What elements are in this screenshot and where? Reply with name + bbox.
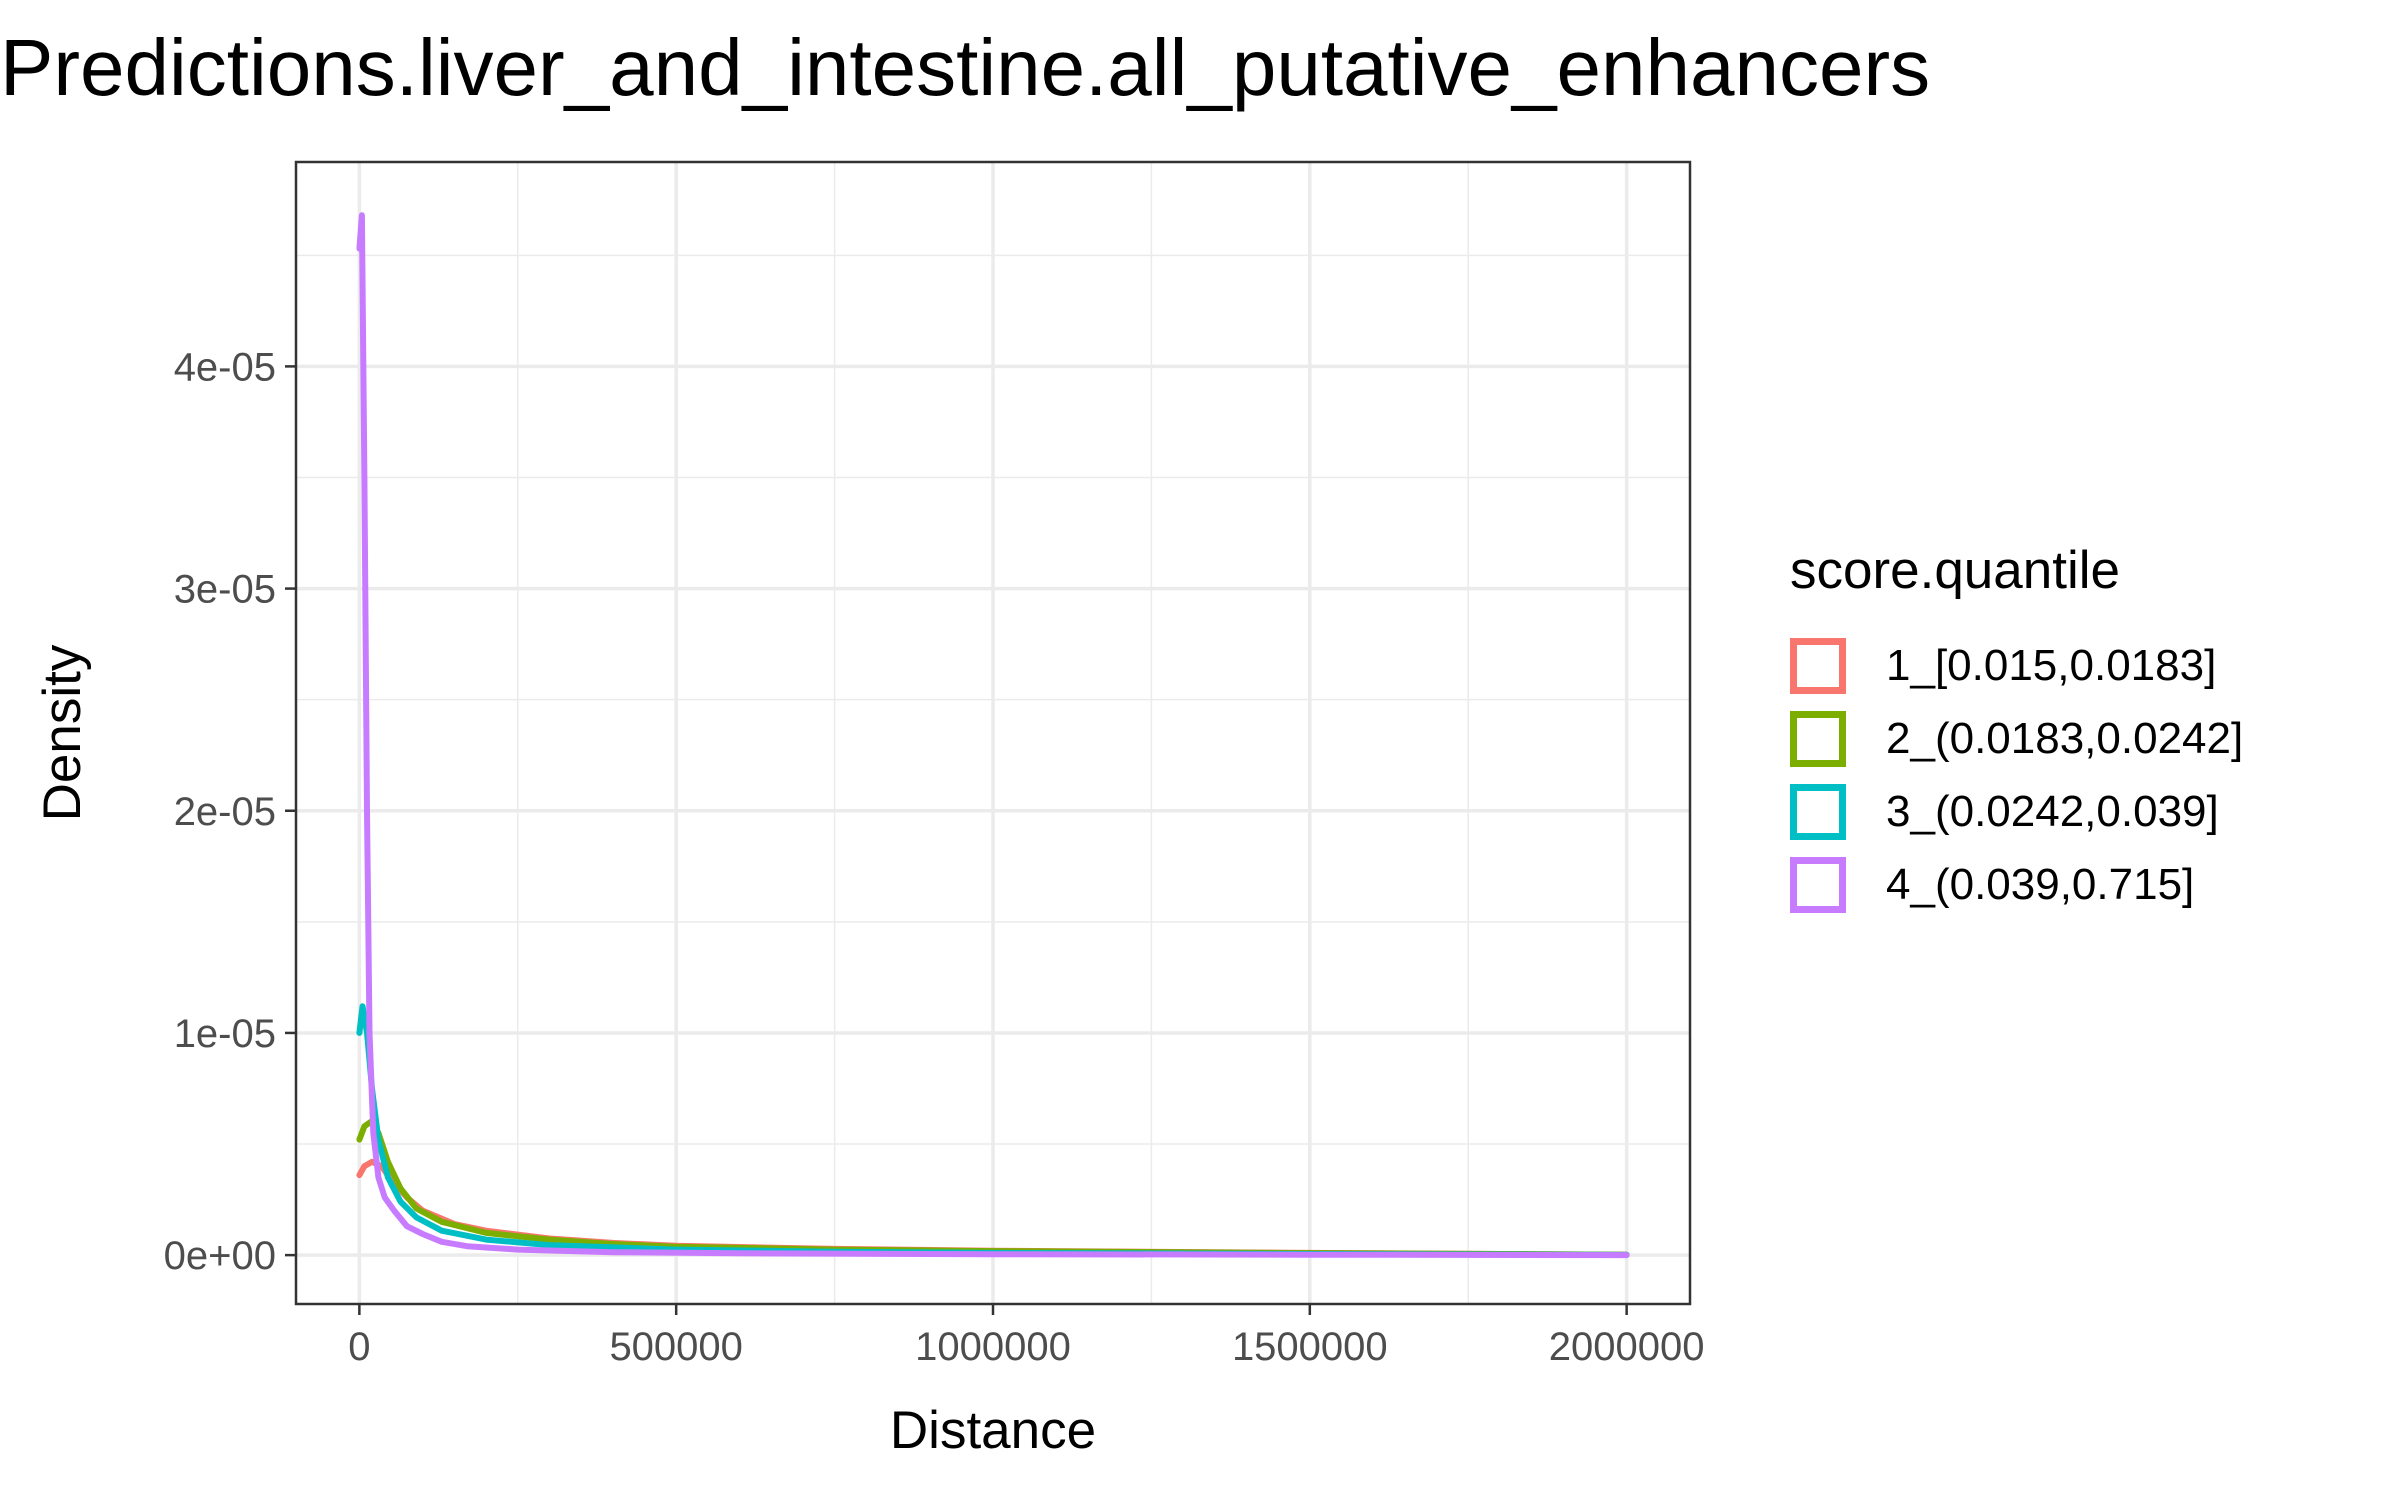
series-line-4 bbox=[356, 212, 1630, 1259]
legend-title: score.quantile bbox=[1790, 541, 2120, 600]
legend-label: 3_(0.0242,0.039] bbox=[1886, 786, 2219, 836]
legend: score.quantile 1_[0.015,0.0183] 2_(0.0183… bbox=[1790, 540, 2243, 921]
y-tick-label: 2e-05 bbox=[174, 790, 276, 834]
legend-key-swatch bbox=[1790, 783, 1846, 840]
legend-item-3: 3_(0.0242,0.039] bbox=[1790, 775, 2243, 848]
x-tick-label: 1000000 bbox=[915, 1325, 1071, 1369]
y-tick-label: 0e+00 bbox=[164, 1234, 276, 1278]
legend-label: 2_(0.0183,0.0242] bbox=[1886, 713, 2244, 763]
legend-item-1: 1_[0.015,0.0183] bbox=[1790, 629, 2243, 702]
major-gridlines bbox=[296, 162, 1690, 1304]
x-axis-title: Distance bbox=[890, 1401, 1096, 1460]
legend-item-4: 4_(0.039,0.715] bbox=[1790, 848, 2243, 921]
y-axis: 0e+00 1e-05 2e-05 3e-05 4e-05 bbox=[164, 345, 296, 1278]
legend-item-2: 2_(0.0183,0.0242] bbox=[1790, 702, 2243, 775]
y-tick-label: 4e-05 bbox=[174, 345, 276, 389]
x-axis: 0 500000 1000000 1500000 2000000 bbox=[348, 1304, 1705, 1369]
y-tick-label: 3e-05 bbox=[174, 568, 276, 612]
legend-items: 1_[0.015,0.0183] 2_(0.0183,0.0242] 3_(0.02… bbox=[1790, 629, 2243, 921]
x-tick-label: 1500000 bbox=[1232, 1325, 1388, 1369]
y-axis-title: Density bbox=[33, 644, 92, 821]
x-tick-label: 500000 bbox=[609, 1325, 742, 1369]
x-tick-label: 0 bbox=[348, 1325, 370, 1369]
y-tick-label: 1e-05 bbox=[174, 1012, 276, 1056]
legend-key-swatch bbox=[1790, 856, 1846, 913]
legend-label: 1_[0.015,0.0183] bbox=[1886, 640, 2217, 690]
x-tick-label: 2000000 bbox=[1549, 1325, 1705, 1369]
legend-key-swatch bbox=[1790, 637, 1846, 694]
legend-label: 4_(0.039,0.715] bbox=[1886, 859, 2195, 909]
chart-title: Predictions.liver_and_intestine.all_puta… bbox=[0, 23, 1931, 112]
series-lines bbox=[356, 212, 1630, 1259]
legend-key-swatch bbox=[1790, 710, 1846, 767]
